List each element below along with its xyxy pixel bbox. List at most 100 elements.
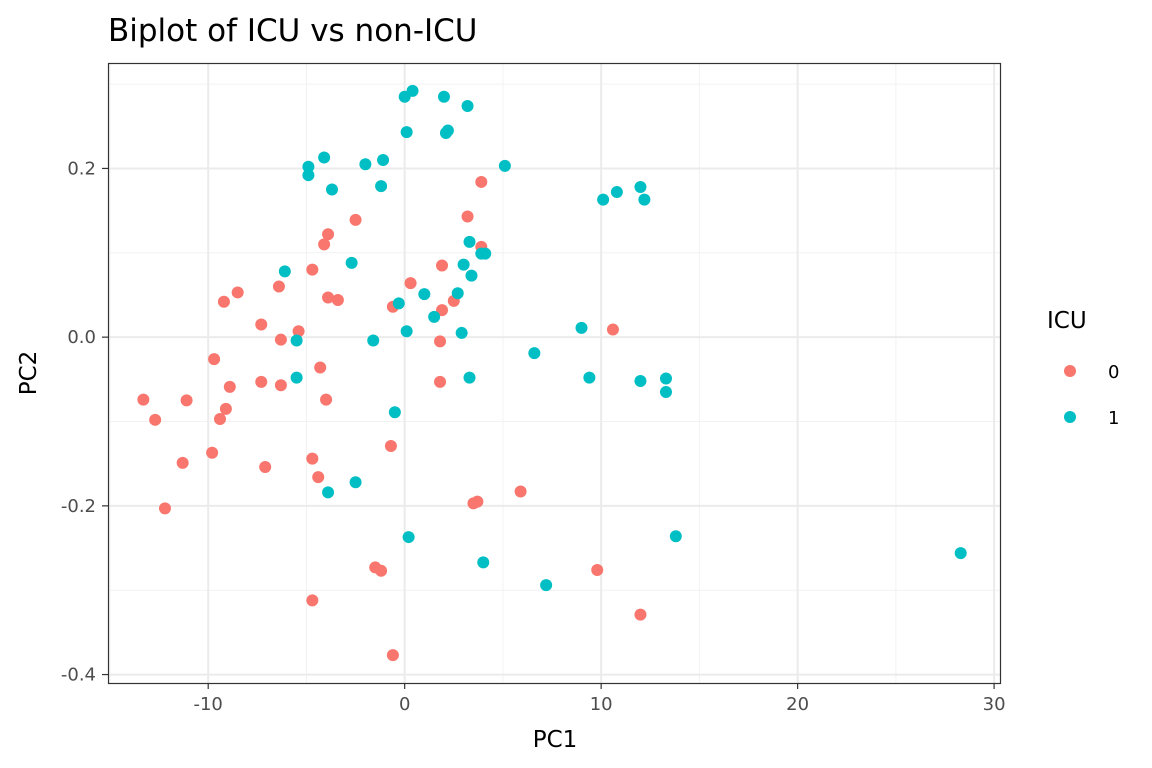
- data-point-icu-0: [514, 485, 527, 498]
- data-point-icu-1: [669, 530, 682, 543]
- data-point-icu-0: [176, 456, 189, 469]
- data-point-icu-1: [463, 235, 476, 248]
- x-tick-label: 20: [786, 694, 809, 715]
- data-point-icu-0: [434, 375, 447, 388]
- data-point-icu-0: [606, 323, 619, 336]
- data-point-icu-1: [634, 375, 647, 388]
- data-point-icu-1: [659, 372, 672, 385]
- data-point-icu-1: [290, 334, 303, 347]
- data-point-icu-1: [418, 288, 431, 301]
- data-point-icu-0: [217, 295, 230, 308]
- x-tick-label: 30: [983, 694, 1006, 715]
- data-point-icu-1: [345, 256, 358, 269]
- data-point-icu-1: [349, 476, 362, 489]
- data-point-icu-0: [331, 294, 344, 307]
- y-tick-label: -0.4: [61, 665, 96, 686]
- data-point-icu-1: [498, 159, 511, 172]
- data-point-icu-1: [318, 151, 331, 164]
- data-point-icu-1: [302, 169, 315, 182]
- legend-key-1: [1064, 411, 1076, 423]
- data-point-icu-0: [259, 461, 272, 474]
- legend-label-0: 0: [1108, 362, 1119, 383]
- data-point-icu-1: [400, 325, 413, 338]
- plot-panel-border: [107, 62, 1002, 685]
- data-point-icu-0: [274, 379, 287, 392]
- data-point-icu-1: [402, 531, 415, 544]
- data-point-icu-0: [272, 280, 285, 293]
- data-point-icu-1: [597, 193, 610, 206]
- data-point-icu-0: [318, 238, 331, 251]
- data-point-icu-0: [208, 353, 221, 366]
- data-point-icu-0: [322, 291, 335, 304]
- grid-layer: [108, 63, 1000, 683]
- data-point-icu-0: [231, 286, 244, 299]
- data-point-icu-1: [659, 385, 672, 398]
- data-point-icu-1: [463, 371, 476, 384]
- x-tick-label: 0: [399, 694, 410, 715]
- data-point-icu-0: [471, 495, 484, 508]
- y-tick-label: 0.2: [67, 158, 96, 179]
- data-point-icu-1: [325, 183, 338, 196]
- data-point-icu-0: [375, 564, 388, 577]
- data-point-icu-0: [137, 393, 150, 406]
- legend-label-1: 1: [1108, 408, 1119, 429]
- legend-key-0: [1064, 365, 1076, 377]
- data-point-icu-1: [367, 334, 380, 347]
- data-point-icu-1: [610, 186, 623, 199]
- data-point-icu-0: [292, 325, 305, 338]
- data-point-icu-0: [475, 175, 488, 188]
- data-point-icu-0: [322, 228, 335, 241]
- data-point-icu-1: [583, 371, 596, 384]
- data-point-icu-1: [375, 180, 388, 193]
- data-point-icu-1: [634, 181, 647, 193]
- data-point-icu-0: [461, 210, 474, 223]
- data-point-icu-1: [465, 269, 478, 282]
- legend-items: 01: [1064, 362, 1119, 429]
- data-point-icu-0: [634, 608, 647, 621]
- data-point-icu-0: [306, 594, 319, 607]
- data-point-icu-1: [322, 486, 335, 499]
- data-point-icu-1: [388, 406, 401, 419]
- data-point-icu-1: [461, 100, 474, 113]
- data-point-icu-1: [455, 326, 468, 339]
- data-point-icu-0: [384, 439, 397, 452]
- legend: ICU 01: [1047, 308, 1119, 429]
- data-point-icu-0: [312, 471, 325, 484]
- data-point-icu-1: [477, 556, 490, 569]
- data-point-icu-0: [591, 563, 604, 576]
- data-point-icu-0: [255, 318, 268, 331]
- data-point-icu-1: [400, 126, 413, 139]
- data-point-icu-1: [540, 579, 553, 592]
- data-point-icu-0: [274, 333, 287, 346]
- data-point-icu-0: [255, 375, 268, 388]
- x-tick-label: 10: [590, 694, 613, 715]
- data-point-icu-0: [223, 380, 236, 393]
- data-point-icu-0: [434, 335, 447, 348]
- x-axis-title: PC1: [533, 727, 578, 753]
- data-point-icu-1: [406, 84, 419, 97]
- data-point-icu-0: [206, 446, 219, 459]
- data-point-icu-1: [428, 310, 441, 323]
- data-point-icu-1: [437, 90, 450, 103]
- legend-title: ICU: [1047, 308, 1087, 334]
- data-point-icu-0: [404, 277, 417, 290]
- x-tick-label: -10: [193, 694, 222, 715]
- data-point-icu-1: [392, 297, 405, 310]
- data-point-icu-0: [219, 402, 232, 415]
- points-layer: [137, 84, 967, 662]
- data-point-icu-0: [349, 213, 362, 226]
- data-point-icu-1: [290, 371, 303, 384]
- data-point-icu-0: [386, 649, 399, 662]
- data-point-icu-1: [954, 547, 967, 560]
- axis-layer: -10 0 10 20 30 -0.4 -0.2 0.0 0.2: [61, 158, 1006, 715]
- data-point-icu-1: [377, 154, 390, 167]
- data-point-icu-1: [359, 158, 372, 171]
- data-point-icu-1: [302, 160, 315, 173]
- data-point-icu-1: [451, 287, 464, 300]
- data-point-icu-0: [314, 361, 327, 374]
- data-point-icu-0: [180, 394, 193, 407]
- data-point-icu-0: [320, 393, 333, 406]
- data-point-icu-1: [479, 247, 492, 260]
- data-point-icu-1: [575, 321, 588, 334]
